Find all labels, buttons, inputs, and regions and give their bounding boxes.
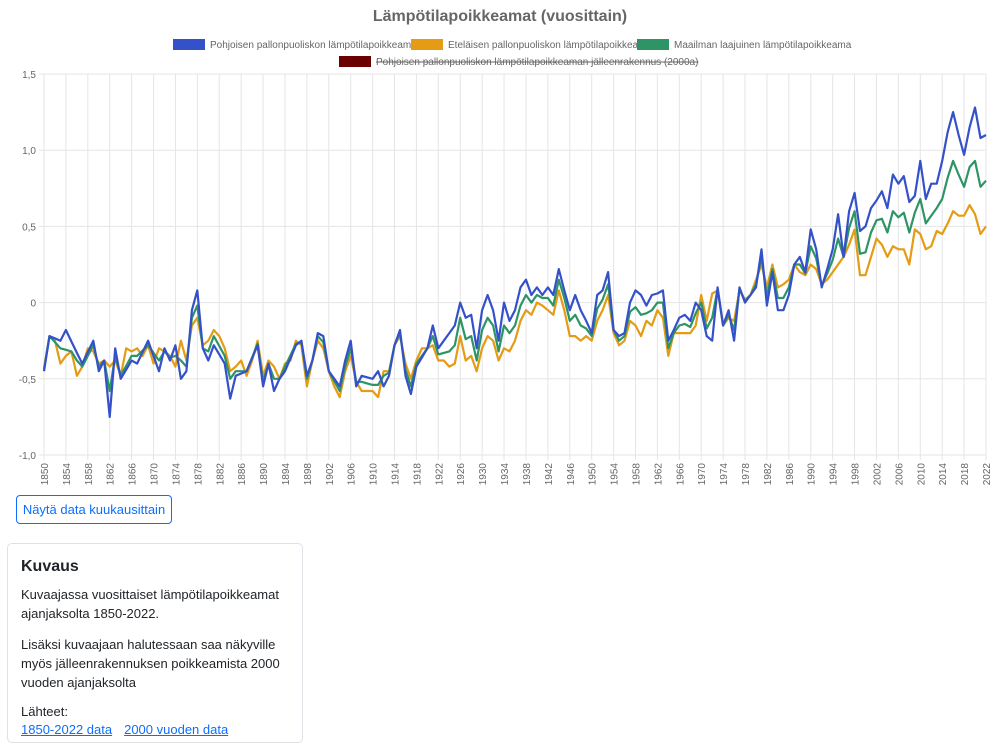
chart-lines (42, 106, 987, 418)
x-tick-label: 1966 (675, 463, 686, 486)
x-tick-label: 1934 (500, 463, 511, 486)
legend-label[interactable]: Maailman laajuinen lämpötilapoikkeama (674, 40, 852, 51)
x-tick-label: 1942 (544, 463, 555, 486)
x-tick-label: 1982 (763, 463, 774, 486)
x-tick-label: 1986 (785, 463, 796, 486)
x-tick-label: 1870 (150, 463, 161, 486)
link-2000-year-data[interactable]: 2000 vuoden data (124, 722, 229, 737)
x-tick-label: 1926 (456, 463, 467, 486)
x-tick-label: 1874 (171, 463, 182, 486)
x-tick-label: 1998 (851, 463, 862, 486)
x-tick-label: 1930 (478, 463, 489, 486)
y-tick-label: 0,5 (22, 222, 36, 233)
x-tick-label: 1902 (325, 463, 336, 486)
x-tick-label: 1854 (62, 463, 73, 486)
chart-grid (39, 73, 987, 460)
x-tick-label: 1886 (237, 463, 248, 486)
sources-label: Lähteet: (21, 704, 68, 719)
x-tick-label: 1918 (412, 463, 423, 486)
x-tick-label: 1954 (610, 463, 621, 486)
y-tick-label: 0 (30, 299, 36, 310)
legend-label[interactable]: Pohjoisen pallonpuoliskon lämpötilapoikk… (210, 40, 417, 51)
x-tick-label: 2022 (982, 463, 993, 486)
y-tick-label: -1,0 (19, 451, 37, 462)
x-tick-label: 2006 (894, 463, 905, 486)
x-tick-label: 1946 (566, 463, 577, 486)
legend-swatch[interactable] (339, 56, 371, 67)
legend-swatch[interactable] (173, 39, 205, 50)
x-tick-label: 1890 (259, 463, 270, 486)
x-tick-label: 1970 (697, 463, 708, 486)
x-tick-label: 2018 (960, 463, 971, 486)
x-tick-label: 1950 (588, 463, 599, 486)
x-tick-label: 1958 (631, 463, 642, 486)
x-tick-label: 1898 (303, 463, 314, 486)
x-tick-label: 2014 (938, 463, 949, 486)
x-tick-label: 1922 (434, 463, 445, 486)
x-tick-label: 1914 (391, 463, 402, 486)
temperature-chart: Lämpötilapoikkeamat (vuosittain) Pohjois… (19, 8, 993, 486)
description-extra-text: Lisäksi kuvaajaan halutessaan saa näkyvi… (21, 637, 280, 690)
y-tick-label: -0,5 (19, 375, 37, 386)
legend-label[interactable]: Eteläisen pallonpuoliskon lämpötilapoikk… (448, 40, 652, 51)
legend-swatch[interactable] (637, 39, 669, 50)
description-heading: Kuvaus (21, 558, 79, 575)
x-tick-label: 1962 (653, 463, 664, 486)
x-tick-label: 1894 (281, 463, 292, 486)
x-tick-label: 1882 (215, 463, 226, 486)
series-line-1 (42, 204, 987, 399)
x-tick-label: 1990 (807, 463, 818, 486)
y-tick-label: 1,0 (22, 146, 36, 157)
show-monthly-button[interactable]: Näytä data kuukausittain (16, 495, 172, 524)
description-text: Kuvaajassa vuosittaiset lämpötilapoikkea… (21, 587, 279, 621)
chart-legend: Pohjoisen pallonpuoliskon lämpötilapoikk… (173, 39, 852, 68)
x-tick-label: 2010 (916, 463, 927, 486)
legend-swatch[interactable] (411, 39, 443, 50)
x-tick-label: 1910 (369, 463, 380, 486)
x-tick-label: 1858 (84, 463, 95, 486)
series-line-0 (42, 106, 987, 418)
x-tick-label: 1866 (128, 463, 139, 486)
x-tick-label: 1878 (193, 463, 204, 486)
x-tick-label: 2002 (872, 463, 883, 486)
x-tick-label: 1906 (347, 463, 358, 486)
x-tick-label: 1862 (106, 463, 117, 486)
x-tick-label: 1994 (829, 463, 840, 486)
chart-title: Lämpötilapoikkeamat (vuosittain) (373, 8, 627, 25)
x-tick-label: 1974 (719, 463, 730, 486)
description-card: Kuvaus Kuvaajassa vuosittaiset lämpötila… (7, 543, 303, 743)
link-1850-2022-data[interactable]: 1850-2022 data (21, 722, 113, 737)
x-axis: 1850 1854 1858 1862 1866 1870 1874 1878 1882 1886… (40, 463, 993, 486)
x-tick-label: 1978 (741, 463, 752, 486)
x-tick-label: 1938 (522, 463, 533, 486)
y-tick-label: 1,5 (22, 70, 36, 81)
x-tick-label: 1850 (40, 463, 51, 486)
y-axis: 1,5 1,0 0,5 0 -0,5 -1,0 (19, 70, 37, 462)
